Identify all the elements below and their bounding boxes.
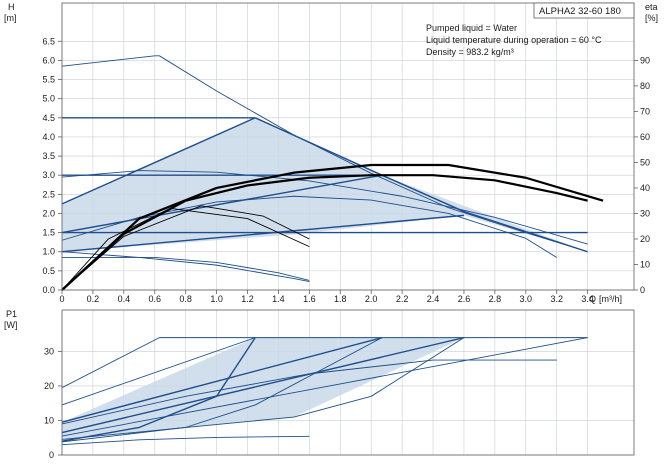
power-curve-8 xyxy=(61,359,557,425)
flow-tick-label: 2.8 xyxy=(489,294,502,304)
head-curve-6 xyxy=(61,214,465,253)
annotation-pumped-liquid: Pumped liquid = Water xyxy=(426,23,517,33)
head-tick-label: 6.0 xyxy=(42,55,55,65)
power-curve-6 xyxy=(61,337,383,443)
head-tick-label: 0.5 xyxy=(42,266,55,276)
power-axis-label: P1 xyxy=(6,309,17,319)
power-curve-1 xyxy=(61,337,256,406)
power-curve-0 xyxy=(61,337,588,389)
annotation-density: Density = 983.2 kg/m³ xyxy=(426,47,514,57)
head-curve-7 xyxy=(254,117,588,253)
power-curve-9 xyxy=(61,435,310,446)
head-axis-unit: [m] xyxy=(4,13,17,23)
head-curve-11 xyxy=(61,251,310,283)
head-curves xyxy=(61,55,588,283)
efficiency-tick-label: 30 xyxy=(640,208,650,218)
head-tick-label: 1.5 xyxy=(42,228,55,238)
flow-tick-label: 1.2 xyxy=(241,294,254,304)
flow-tick-label: 2.4 xyxy=(427,294,440,304)
head-tick-label: 3.0 xyxy=(42,170,55,180)
model-title: ALPHA2 32-60 180 xyxy=(539,6,621,17)
power-tick-label: 0 xyxy=(49,450,54,460)
power-curve-panel: 0 10 20 30 P1 [W] xyxy=(4,309,635,460)
flow-tick-label: 0 xyxy=(59,294,64,304)
head-curve-panel: 0 0.2 0.4 0.6 0.8 1.0 1.2 1.4 1.6 1.8 2.0 2.2 2.4 2.6… xyxy=(4,2,658,304)
power-curve-7 xyxy=(61,337,465,440)
head-axis-ticks: 0 0.2 0.4 0.6 0.8 1.0 1.2 1.4 1.6 1.8 2.0 2.2 2.4 2.6… xyxy=(42,36,650,304)
head-tick-label: 2.0 xyxy=(42,208,55,218)
model-title-box xyxy=(533,2,635,19)
efficiency-curve-1 xyxy=(61,205,310,291)
flow-axis-unit: [m³/h] xyxy=(599,294,622,304)
head-tick-label: 3.5 xyxy=(42,151,55,161)
efficiency-tick-label: 80 xyxy=(640,81,650,91)
power-curve-3 xyxy=(61,336,465,434)
power-axis-unit: [W] xyxy=(4,320,18,330)
efficiency-curve-2 xyxy=(61,174,588,291)
efficiency-tick-label: 70 xyxy=(640,106,650,116)
flow-tick-label: 3.4 xyxy=(581,294,594,304)
flow-tick-label: 0.6 xyxy=(148,294,161,304)
head-axis-label: H xyxy=(8,2,15,12)
power-curve-5 xyxy=(61,337,256,442)
efficiency-curves xyxy=(61,163,604,291)
head-tick-label: 1.0 xyxy=(42,247,55,257)
efficiency-axis-unit: [%] xyxy=(645,13,658,23)
power-tick-label: 30 xyxy=(44,346,54,356)
flow-tick-label: 0.8 xyxy=(179,294,192,304)
annotation-liquid-temperature: Liquid temperature during operation = 60… xyxy=(426,35,602,45)
efficiency-tick-label: 50 xyxy=(640,157,650,167)
head-curve-8 xyxy=(61,170,588,245)
head-curve-5 xyxy=(61,174,383,234)
flow-tick-label: 1.8 xyxy=(334,294,347,304)
efficiency-tick-label: 20 xyxy=(640,234,650,244)
power-range-fill xyxy=(62,337,464,440)
flow-tick-label: 0.2 xyxy=(87,294,100,304)
efficiency-curve-3 xyxy=(61,163,604,291)
power-range-area xyxy=(62,337,464,440)
power-tick-label: 10 xyxy=(44,415,54,425)
power-plot-frame xyxy=(61,309,635,456)
power-curve-4 xyxy=(61,337,588,437)
head-tick-label: 5.0 xyxy=(42,94,55,104)
head-tick-label: 4.5 xyxy=(42,113,55,123)
flow-tick-label: 0.4 xyxy=(118,294,131,304)
flow-tick-label: 2.0 xyxy=(365,294,378,304)
efficiency-tick-label: 90 xyxy=(640,55,650,65)
efficiency-tick-label: 60 xyxy=(640,132,650,142)
power-axis-ticks: 0 10 20 30 xyxy=(44,346,62,460)
flow-axis-label: Q xyxy=(589,294,596,304)
efficiency-tick-label: 40 xyxy=(640,183,650,193)
head-curve-9 xyxy=(61,195,557,258)
efficiency-tick-label: 0 xyxy=(640,285,645,295)
flow-tick-label: 3.0 xyxy=(520,294,533,304)
efficiency-axis-label: eta xyxy=(645,2,658,12)
head-tick-label: 2.5 xyxy=(42,189,55,199)
head-tick-label: 0.0 xyxy=(42,285,55,295)
flow-tick-label: 1.6 xyxy=(303,294,316,304)
flow-tick-label: 2.6 xyxy=(458,294,471,304)
head-tick-label: 4.0 xyxy=(42,132,55,142)
power-tick-label: 20 xyxy=(44,381,54,391)
head-plot-frame xyxy=(61,2,635,291)
head-curve-4 xyxy=(61,117,256,205)
flow-tick-label: 3.2 xyxy=(550,294,563,304)
head-tick-label: 5.5 xyxy=(42,75,55,85)
power-curve-2 xyxy=(61,336,383,423)
flow-tick-label: 1.4 xyxy=(272,294,285,304)
head-tick-label: 6.5 xyxy=(42,36,55,46)
efficiency-tick-label: 10 xyxy=(640,259,650,269)
head-curve-10 xyxy=(62,257,310,281)
flow-tick-label: 1.0 xyxy=(210,294,223,304)
power-curves xyxy=(61,336,588,446)
flow-tick-label: 2.2 xyxy=(396,294,409,304)
